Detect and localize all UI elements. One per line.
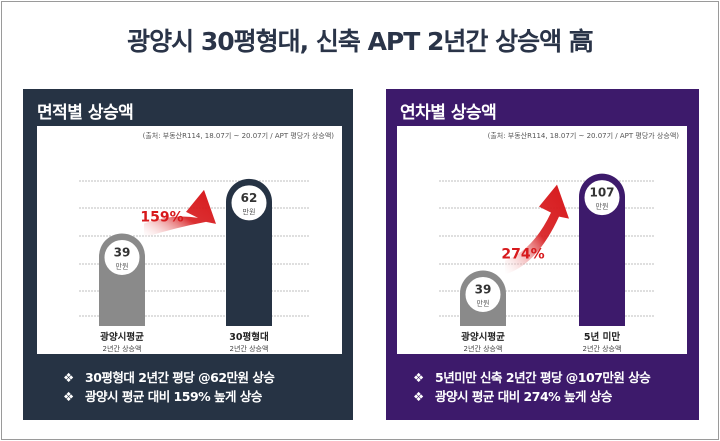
diamond-bullet-icon: ❖: [63, 389, 74, 404]
data-label: 39: [114, 245, 131, 259]
bullet-text: 광양시 평균 대비 159% 높게 상승: [85, 389, 262, 404]
category-label: 30평형대: [229, 331, 268, 343]
growth-annotation: 159%: [140, 209, 183, 225]
data-unit-label: 만원: [596, 202, 609, 211]
diamond-bullet-icon: ❖: [63, 370, 74, 385]
value-bubble: [583, 179, 621, 217]
chart-area-by-size: (출처: 부동산R114, 18.07기 ~ 20.07기 / APT 평당가 …: [37, 126, 342, 354]
page-title: 광양시 30평형대, 신축 APT 2년간 상승액 高: [127, 27, 594, 56]
diamond-bullet-icon: ❖: [413, 389, 424, 404]
growth-arrow-icon: [144, 189, 216, 238]
category-label: 광양시평균: [461, 331, 505, 343]
category-sublabel: 2년간 상승액: [230, 344, 269, 353]
data-unit-label: 만원: [243, 207, 256, 216]
bullet-list-age: ❖ 5년미만 신축 2년간 평당 @107만원 상승 ❖ 광양시 평균 대비 274…: [413, 368, 651, 406]
value-bubble: [230, 184, 268, 222]
value-bubble: [103, 238, 141, 276]
category-sublabel: 2년간 상승액: [464, 344, 503, 353]
source-note: (출처: 부동산R114, 18.07기 ~ 20.07기 / APT 평당가 …: [142, 132, 334, 140]
bullet-item: ❖ 광양시 평균 대비 159% 높게 상승: [63, 387, 274, 406]
bullet-list-area: ❖ 30평형대 2년간 평당 @62만원 상승 ❖ 광양시 평균 대비 159% 높…: [63, 368, 275, 406]
panel-title-age: 연차별 상승액: [400, 103, 497, 123]
panel-area: 면적별 상승액 (출처: 부동산R114, 18.07기 ~ 20.07기 / …: [23, 89, 353, 420]
category-sublabel: 2년간 상승액: [583, 344, 622, 353]
data-unit-label: 만원: [116, 261, 129, 270]
bullet-text: 5년미만 신축 2년간 평당 @107만원 상승: [435, 370, 651, 385]
data-label: 39: [475, 282, 492, 296]
bullet-text: 광양시 평균 대비 274% 높게 상승: [435, 389, 612, 404]
diamond-bullet-icon: ❖: [413, 370, 424, 385]
growth-annotation: 274%: [501, 246, 544, 262]
bullet-item: ❖ 5년미만 신축 2년간 평당 @107만원 상승: [413, 368, 651, 387]
category-label: 광양시평균: [100, 331, 144, 343]
data-unit-label: 만원: [477, 298, 490, 307]
category-sublabel: 2년간 상승액: [103, 344, 142, 353]
bullet-item: ❖ 30평형대 2년간 평당 @62만원 상승: [63, 368, 275, 387]
panel-age: 연차별 상승액 (출처: 부동산R114, 18.07기 ~ 20.07기 / …: [386, 89, 699, 420]
growth-arrow-icon: [505, 184, 569, 275]
chart-area-by-age: (출처: 부동산R114, 18.07기 ~ 20.07기 / APT 평당가 …: [397, 126, 687, 354]
category-label: 5년 미만: [584, 331, 620, 343]
value-bubble: [464, 275, 502, 313]
panel-title-area: 면적별 상승액: [37, 103, 134, 123]
bullet-item: ❖ 광양시 평균 대비 274% 높게 상승: [413, 387, 650, 406]
data-label: 107: [589, 186, 614, 200]
data-label: 62: [241, 191, 258, 205]
bullet-text: 30평형대 2년간 평당 @62만원 상승: [85, 370, 275, 385]
source-note: (출처: 부동산R114, 18.07기 ~ 20.07기 / APT 평당가 …: [487, 132, 679, 140]
